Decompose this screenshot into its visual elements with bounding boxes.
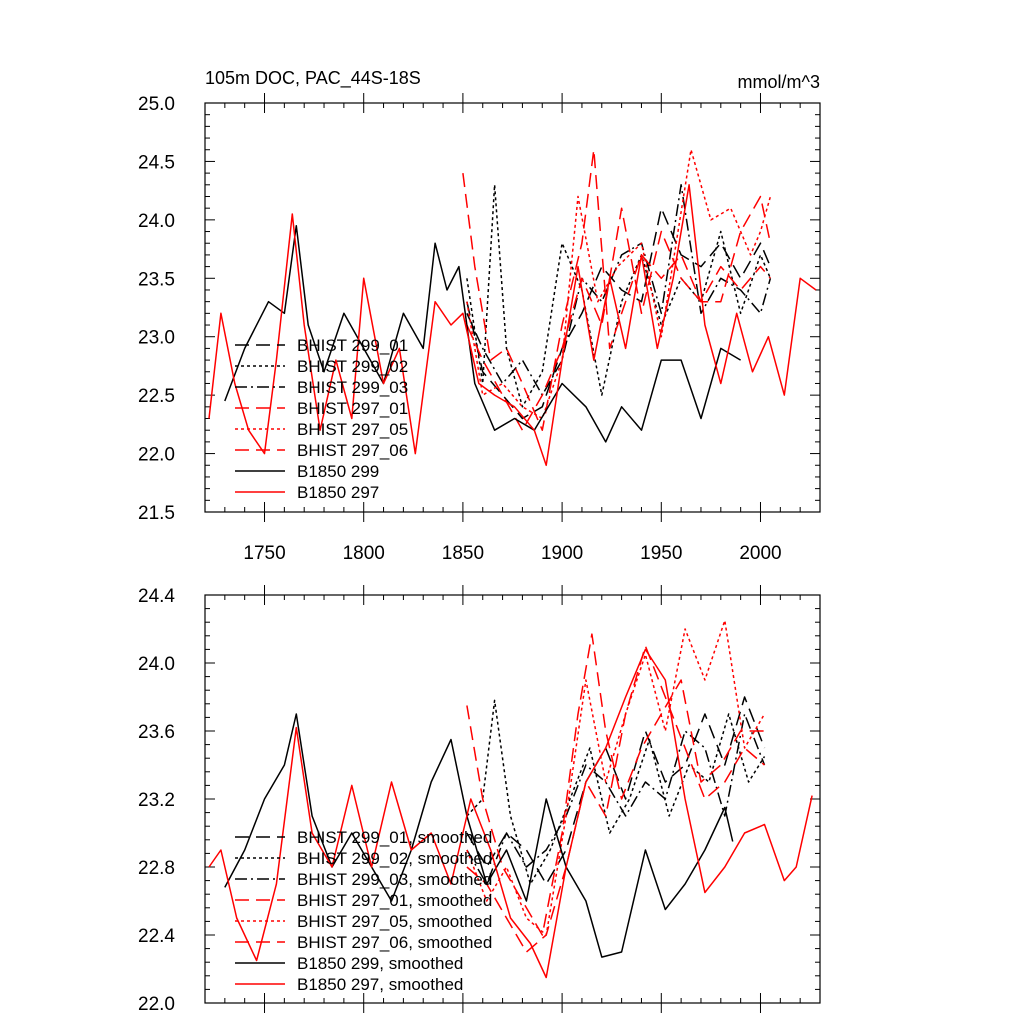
x-tick-label: 1800	[343, 543, 385, 564]
y-tick-label: 22.0	[138, 445, 175, 466]
y-tick-label: 24.5	[138, 152, 175, 173]
top-panel-doc-timeseries: 105m DOC, PAC_44S-18S mmol/m^3 1750 1800 1…	[138, 68, 821, 564]
series-line-bhist-297-01	[462, 148, 772, 431]
y-tick-label: 21.5	[138, 503, 175, 524]
series-line-bhist-299-01-smoothed	[466, 696, 766, 885]
series-line-bhist-297-05	[466, 148, 772, 420]
legend-label-bhist-299-02-smoothed: BHIST 299_02, smoothed	[297, 849, 492, 868]
series-line-b1850-299	[224, 224, 741, 443]
series-line-bhist-299-03-smoothed	[466, 713, 766, 885]
x-tick-label: 1850	[442, 543, 484, 564]
y-tick-label: 22.0	[138, 994, 175, 1015]
y-tick-label: 23.0	[138, 328, 175, 349]
legend-label-bhist-297-05: BHIST 297_05	[297, 420, 408, 439]
y-tick-label: 24.4	[138, 586, 175, 607]
series-line-bhist-299-02-smoothed	[466, 699, 766, 885]
legend-label-bhist-299-01: BHIST 299_01	[297, 336, 408, 355]
y-tick-label: 22.4	[138, 926, 175, 947]
series-line-bhist-297-06-smoothed	[466, 645, 765, 953]
legend-label-bhist-299-02: BHIST 299_02	[297, 357, 408, 376]
legend-label-b1850-297-smoothed: B1850 297, smoothed	[297, 975, 463, 994]
x-tick-label: 1950	[640, 543, 682, 564]
y-tick-label: 23.5	[138, 269, 175, 290]
legend-label-b1850-299-smoothed: B1850 299, smoothed	[297, 954, 463, 973]
legend-label-bhist-297-06: BHIST 297_06	[297, 441, 408, 460]
series-line-bhist-299-03	[466, 184, 772, 396]
legend: BHIST 299_01 BHIST 299_02 BHIST 299_03 BHIS…	[235, 336, 408, 502]
legend: BHIST 299_01, smoothed BHIST 299_02, smoo…	[235, 828, 492, 994]
plot-frame	[204, 102, 821, 513]
series-group	[208, 148, 817, 467]
bottom-panel-smoothed-timeseries: 22.0 22.4 22.8 23.2 23.6 24.0 24.4 BHIST 299_01…	[138, 585, 821, 1015]
legend-label-bhist-299-01-smoothed: BHIST 299_01, smoothed	[297, 828, 492, 847]
x-tick-label: 1900	[541, 543, 583, 564]
legend-label-bhist-297-05-smoothed: BHIST 297_05, smoothed	[297, 912, 492, 931]
y-tick-label: 22.5	[138, 386, 175, 407]
series-line-bhist-299-01	[466, 207, 772, 420]
chart-title: 105m DOC, PAC_44S-18S	[205, 68, 421, 89]
legend-label-bhist-299-03-smoothed: BHIST 299_03, smoothed	[297, 870, 492, 889]
y-tick-label: 25.0	[138, 94, 175, 115]
legend-label-bhist-299-03: BHIST 299_03	[297, 378, 408, 397]
y-tick-label: 24.0	[138, 211, 175, 232]
legend-label-b1850-299: B1850 299	[297, 462, 379, 481]
series-line-b1850-297-smoothed	[208, 648, 813, 979]
units-label: mmol/m^3	[738, 72, 820, 92]
series-line-bhist-299-02	[466, 184, 772, 408]
x-tick-label: 1750	[243, 543, 285, 564]
legend-label-b1850-297: B1850 297	[297, 483, 379, 502]
legend-label-bhist-297-06-smoothed: BHIST 297_06, smoothed	[297, 933, 492, 952]
y-tick-label: 23.2	[138, 790, 175, 811]
series-group	[208, 619, 813, 979]
x-tick-label: 2000	[739, 543, 781, 564]
series-line-bhist-297-01-smoothed	[466, 633, 765, 936]
series-line-bhist-297-05-smoothed	[466, 619, 766, 936]
y-tick-label: 22.8	[138, 858, 175, 879]
legend-label-bhist-297-01-smoothed: BHIST 297_01, smoothed	[297, 891, 492, 910]
series-line-b1850-299-smoothed	[224, 713, 734, 958]
y-tick-label: 23.6	[138, 722, 175, 743]
legend-label-bhist-297-01: BHIST 297_01	[297, 399, 408, 418]
y-tick-label: 24.0	[138, 654, 175, 675]
series-line-b1850-297	[208, 184, 817, 467]
